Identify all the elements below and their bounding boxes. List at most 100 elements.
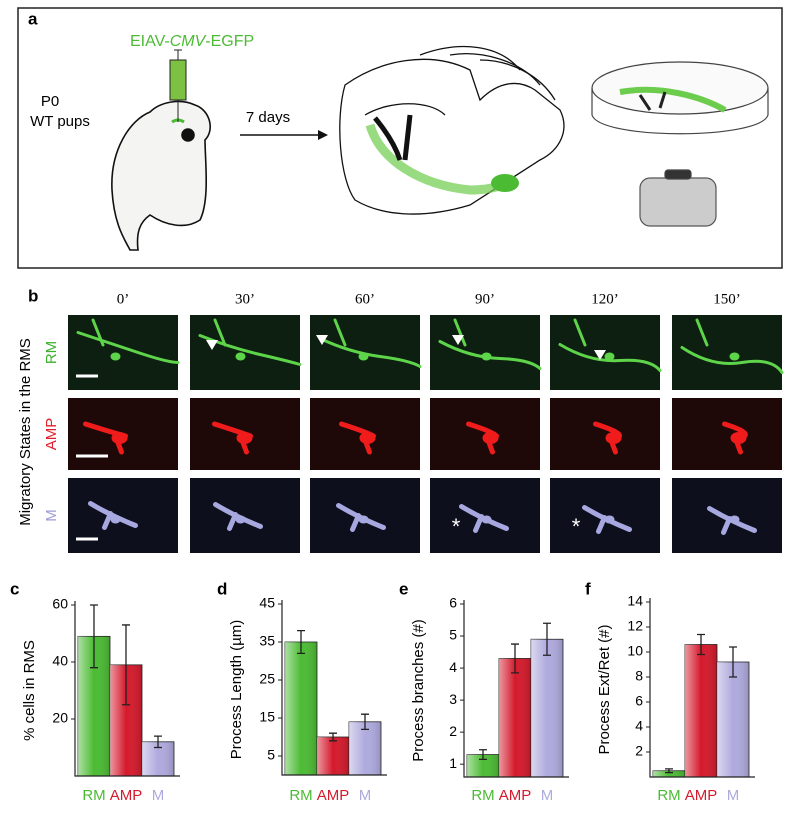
soma xyxy=(604,515,615,524)
error-bar xyxy=(297,629,305,655)
error-bar xyxy=(543,622,551,656)
y-tick-label: 40 xyxy=(52,653,68,669)
bar-shade xyxy=(349,721,381,775)
axis xyxy=(463,600,569,778)
y-tick-label: 5 xyxy=(267,747,275,763)
time-label: 0’ xyxy=(117,291,130,307)
y-axis-title: Process Ext/Ret (#) xyxy=(596,624,613,754)
arrowhead xyxy=(452,335,464,345)
time-label: 60’ xyxy=(355,291,375,307)
bar-shade xyxy=(285,642,317,775)
syringe xyxy=(169,49,187,122)
error-bar xyxy=(154,735,162,749)
micrograph xyxy=(190,315,300,390)
error-bar xyxy=(361,713,369,731)
bar-shade xyxy=(531,639,563,777)
bar-shade xyxy=(317,737,349,775)
bar-shade xyxy=(653,770,685,777)
arrowhead xyxy=(206,340,218,350)
y-tick-label: 3 xyxy=(449,691,457,707)
panel-letter: e xyxy=(399,579,408,598)
y-tick-label: 5 xyxy=(449,627,457,643)
cell xyxy=(88,501,138,530)
x-tick-label: M xyxy=(359,787,372,804)
x-tick-label: RM xyxy=(289,787,312,804)
cell xyxy=(213,502,263,531)
y-tick-label: 6 xyxy=(635,693,643,709)
asterisk: * xyxy=(452,514,461,539)
error-bar xyxy=(511,643,519,674)
time-label: 90’ xyxy=(475,291,495,307)
animals-label: WT pups xyxy=(30,113,90,130)
micrograph xyxy=(550,315,660,390)
micrograph xyxy=(68,478,178,553)
axis xyxy=(649,598,755,778)
x-tick-label: M xyxy=(541,787,554,804)
micrograph xyxy=(430,315,540,390)
soma xyxy=(235,515,246,524)
error-bar xyxy=(329,732,337,742)
x-tick-label: RM xyxy=(657,787,680,804)
y-tick-label: 10 xyxy=(627,643,643,659)
y-tick-label: 35 xyxy=(259,633,275,649)
cell xyxy=(558,318,662,372)
error-bar xyxy=(697,633,705,656)
y-tick-label: 4 xyxy=(449,659,457,675)
vector-part: EIAV- xyxy=(130,33,170,50)
panel-letter: c xyxy=(10,579,19,598)
soma xyxy=(604,352,615,361)
y-tick-label: 1 xyxy=(449,755,457,771)
x-tick-label: M xyxy=(727,787,740,804)
y-tick-label: 60 xyxy=(52,596,68,612)
panel-letter: f xyxy=(585,579,591,598)
y-tick-label: 20 xyxy=(52,710,68,726)
soma xyxy=(110,352,121,361)
cell xyxy=(680,318,784,374)
micrograph xyxy=(190,478,300,553)
soma xyxy=(358,352,369,361)
age-label: P0 xyxy=(41,93,59,110)
y-axis-title: Process Length (µm) xyxy=(228,620,245,760)
culture-dish xyxy=(591,61,769,227)
soma xyxy=(605,432,622,444)
y-tick-label: 2 xyxy=(449,723,457,739)
error-bar xyxy=(729,646,737,678)
x-tick-label: AMP xyxy=(499,787,532,804)
brain-slice xyxy=(339,45,565,215)
y-tick-label: 45 xyxy=(259,595,275,611)
soma xyxy=(111,432,128,444)
axis xyxy=(281,600,387,776)
micrograph xyxy=(68,315,178,390)
error-bar xyxy=(122,624,130,706)
bar-shade xyxy=(467,754,499,777)
cell xyxy=(318,318,422,368)
soma xyxy=(358,515,369,524)
panel-letter: b xyxy=(28,286,38,305)
cell xyxy=(76,318,180,364)
micrograph xyxy=(310,478,420,553)
panel-frame xyxy=(17,7,783,269)
mouse-illustration xyxy=(111,100,211,251)
axis xyxy=(74,601,180,777)
row-label: M xyxy=(43,509,60,522)
micrograph xyxy=(550,398,660,470)
time-label: 120’ xyxy=(591,291,619,307)
y-tick-label: 14 xyxy=(627,593,643,609)
y-axis-title: % cells in RMS xyxy=(21,640,38,741)
arrow xyxy=(240,130,328,140)
cell xyxy=(438,318,542,370)
cell xyxy=(198,318,302,366)
x-tick-label: RM xyxy=(82,787,105,804)
y-tick-label: 2 xyxy=(635,743,643,759)
soma xyxy=(482,432,499,444)
side-label: Migratory States in the RMS xyxy=(17,338,34,526)
x-tick-label: AMP xyxy=(317,787,350,804)
bar-shade xyxy=(717,662,749,777)
vector-part: CMV xyxy=(170,33,207,50)
soma xyxy=(730,432,747,444)
bar-shade xyxy=(499,658,531,777)
vector-part: -EGFP xyxy=(205,33,254,50)
soma xyxy=(481,352,492,361)
y-tick-label: 4 xyxy=(635,718,643,734)
arrowhead xyxy=(594,350,606,360)
